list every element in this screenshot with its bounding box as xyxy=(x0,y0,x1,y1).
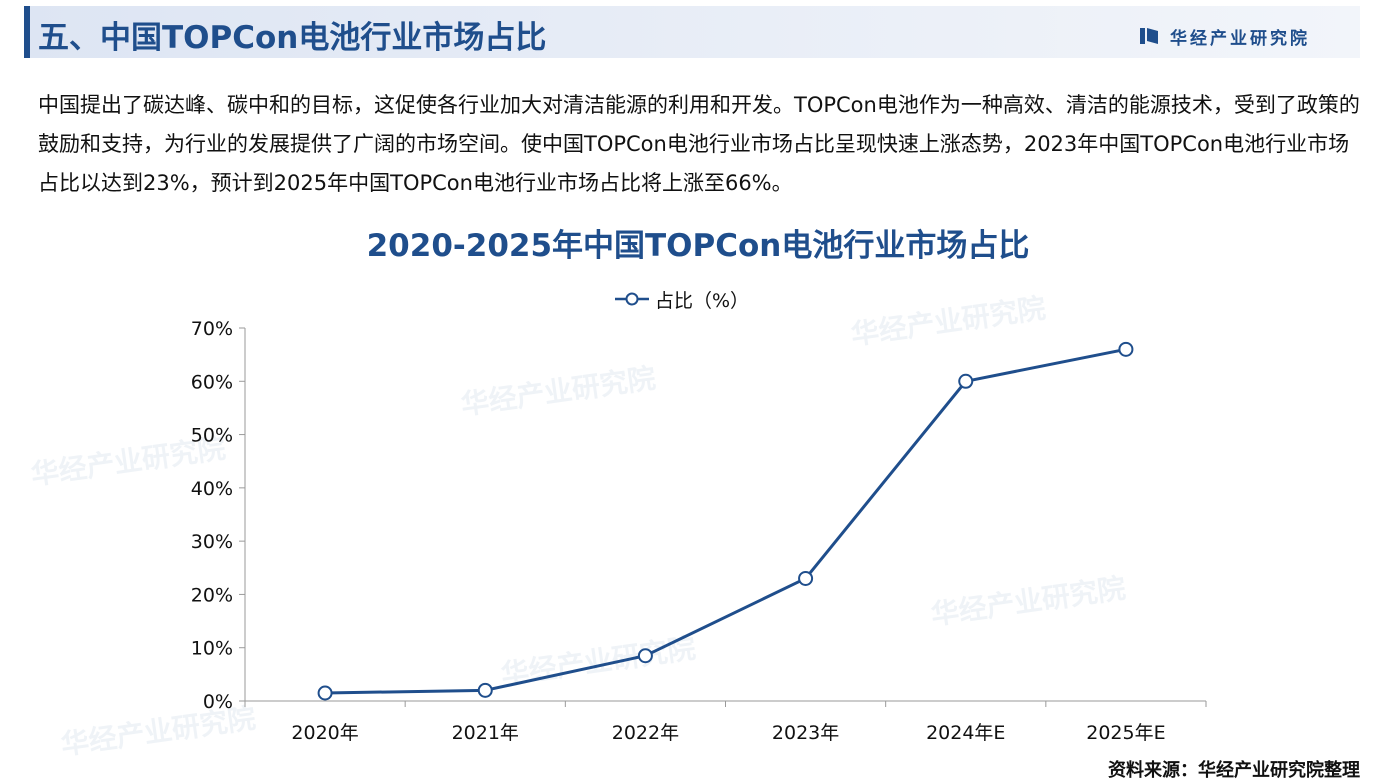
source-note: 资料来源：华经产业研究院整理 xyxy=(1108,760,1360,781)
data-point xyxy=(317,685,333,701)
header-bar xyxy=(24,6,1360,58)
data-point xyxy=(958,373,974,389)
data-point xyxy=(798,570,814,586)
y-tick-label: 50% xyxy=(191,425,233,447)
x-tick-label: 2021年 xyxy=(452,722,519,744)
x-tick-label: 2024年E xyxy=(926,722,1005,744)
chart-legend: 占比（%） xyxy=(615,286,749,312)
y-tick-label: 30% xyxy=(191,531,233,553)
y-tick-label: 20% xyxy=(191,584,233,606)
y-tick-label: 10% xyxy=(191,638,233,660)
y-tick-label: 60% xyxy=(191,371,233,393)
legend-label: 占比（%） xyxy=(655,289,750,312)
y-tick-label: 0% xyxy=(203,691,233,713)
data-point xyxy=(637,648,653,664)
data-point xyxy=(477,682,493,698)
x-tick-label: 2025年E xyxy=(1086,722,1165,744)
x-tick-label: 2023年 xyxy=(772,722,839,744)
page-title: 五、中国TOPCon电池行业市场占比 xyxy=(38,20,547,56)
data-point xyxy=(1118,341,1134,357)
brand: 华经产业研究院 xyxy=(1138,22,1310,50)
legend-line-marker-icon xyxy=(615,292,649,306)
header-accent xyxy=(24,6,30,58)
brand-logo-icon xyxy=(1140,28,1158,44)
y-tick-label: 70% xyxy=(191,318,233,340)
intro-paragraph: 中国提出了碳达峰、碳中和的目标，这促使各行业加大对清洁能源的利用和开发。TOPC… xyxy=(38,93,1360,195)
brand-name: 华经产业研究院 xyxy=(1170,28,1310,49)
y-tick-label: 40% xyxy=(191,478,233,500)
chart-title: 2020-2025年中国TOPCon电池行业市场占比 xyxy=(366,228,1030,264)
x-tick-label: 2020年 xyxy=(291,722,358,744)
x-tick-label: 2022年 xyxy=(612,722,679,744)
series-line xyxy=(325,347,1127,695)
